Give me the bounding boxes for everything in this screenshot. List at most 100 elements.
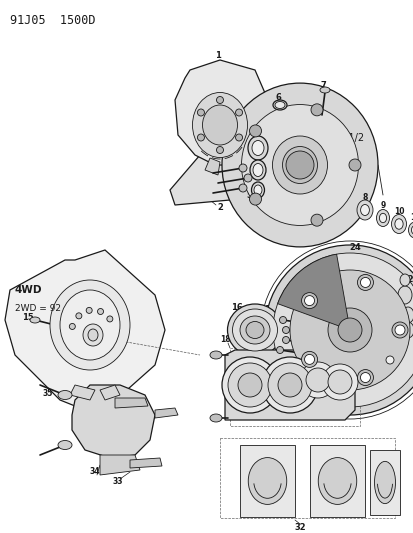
Circle shape <box>348 159 360 171</box>
Text: 31: 31 <box>371 370 383 379</box>
Polygon shape <box>204 158 219 175</box>
Text: 15: 15 <box>22 313 34 322</box>
Ellipse shape <box>319 87 329 93</box>
Circle shape <box>327 370 351 394</box>
Text: 33: 33 <box>112 478 123 487</box>
Text: 17: 17 <box>263 305 275 314</box>
Ellipse shape <box>394 219 402 229</box>
Circle shape <box>238 164 247 172</box>
Wedge shape <box>277 254 349 330</box>
Ellipse shape <box>272 136 327 194</box>
Text: 30: 30 <box>313 335 325 344</box>
Circle shape <box>261 357 317 413</box>
Circle shape <box>282 336 289 343</box>
Ellipse shape <box>252 164 262 176</box>
Circle shape <box>327 308 371 352</box>
Ellipse shape <box>50 280 130 370</box>
Ellipse shape <box>252 141 263 156</box>
Polygon shape <box>154 408 178 418</box>
Text: 3: 3 <box>254 126 259 135</box>
Text: 91J05  1500D: 91J05 1500D <box>10 14 95 27</box>
Circle shape <box>249 125 261 137</box>
Ellipse shape <box>227 304 282 356</box>
Text: 2: 2 <box>216 204 222 213</box>
Ellipse shape <box>356 200 372 220</box>
Ellipse shape <box>209 414 221 422</box>
Ellipse shape <box>248 458 286 504</box>
Circle shape <box>385 356 393 364</box>
Polygon shape <box>175 60 267 165</box>
Text: 1: 1 <box>214 51 221 60</box>
Polygon shape <box>115 398 147 408</box>
Circle shape <box>304 296 314 305</box>
Ellipse shape <box>83 324 103 346</box>
Text: 2WD = 92  1/2: 2WD = 92 1/2 <box>15 303 81 312</box>
Ellipse shape <box>245 321 263 338</box>
Polygon shape <box>72 385 154 458</box>
Polygon shape <box>369 450 399 515</box>
Circle shape <box>356 274 373 290</box>
Circle shape <box>310 104 322 116</box>
Ellipse shape <box>192 93 247 157</box>
Ellipse shape <box>318 458 356 504</box>
Text: 16: 16 <box>230 303 242 311</box>
Ellipse shape <box>375 209 389 227</box>
Ellipse shape <box>241 104 358 225</box>
Circle shape <box>69 324 75 329</box>
Polygon shape <box>100 455 140 475</box>
Ellipse shape <box>254 185 261 195</box>
Polygon shape <box>70 385 95 400</box>
Ellipse shape <box>272 100 286 110</box>
Circle shape <box>197 109 204 116</box>
Circle shape <box>235 109 242 116</box>
Polygon shape <box>240 445 294 517</box>
Text: 22: 22 <box>304 338 314 348</box>
Ellipse shape <box>408 222 413 238</box>
Text: 34: 34 <box>90 467 100 477</box>
Text: 26: 26 <box>382 367 392 376</box>
Ellipse shape <box>294 295 304 301</box>
Text: 18: 18 <box>219 335 230 344</box>
Circle shape <box>216 147 223 154</box>
Ellipse shape <box>88 329 98 341</box>
Ellipse shape <box>251 182 264 198</box>
Polygon shape <box>309 445 364 517</box>
Polygon shape <box>5 250 165 410</box>
Ellipse shape <box>221 83 377 247</box>
Circle shape <box>235 134 242 141</box>
Text: 8: 8 <box>361 193 367 203</box>
Text: 20: 20 <box>262 334 273 343</box>
Circle shape <box>356 369 373 385</box>
Ellipse shape <box>401 322 413 338</box>
Circle shape <box>289 270 409 390</box>
Ellipse shape <box>274 101 284 109</box>
Ellipse shape <box>30 317 40 323</box>
Ellipse shape <box>378 213 386 223</box>
Text: 21: 21 <box>282 334 292 343</box>
Circle shape <box>197 134 204 141</box>
Circle shape <box>337 318 361 342</box>
Ellipse shape <box>58 440 72 449</box>
Text: 19: 19 <box>239 335 249 344</box>
Text: 23: 23 <box>322 338 332 348</box>
Ellipse shape <box>249 160 266 180</box>
Circle shape <box>97 309 103 314</box>
Text: 7: 7 <box>319 80 325 90</box>
Circle shape <box>304 354 314 365</box>
Ellipse shape <box>384 355 394 365</box>
Circle shape <box>299 362 335 398</box>
Text: 24: 24 <box>348 244 360 253</box>
Polygon shape <box>130 458 161 468</box>
Ellipse shape <box>411 225 413 235</box>
Polygon shape <box>170 155 240 205</box>
Circle shape <box>310 214 322 226</box>
Text: 4: 4 <box>245 172 252 181</box>
Ellipse shape <box>202 105 237 145</box>
Text: 28: 28 <box>410 326 413 335</box>
Circle shape <box>285 151 313 179</box>
Bar <box>219 438 394 518</box>
Text: 4WD: 4WD <box>15 285 43 295</box>
Circle shape <box>277 373 301 397</box>
Text: 35: 35 <box>43 389 53 398</box>
Circle shape <box>360 278 370 287</box>
